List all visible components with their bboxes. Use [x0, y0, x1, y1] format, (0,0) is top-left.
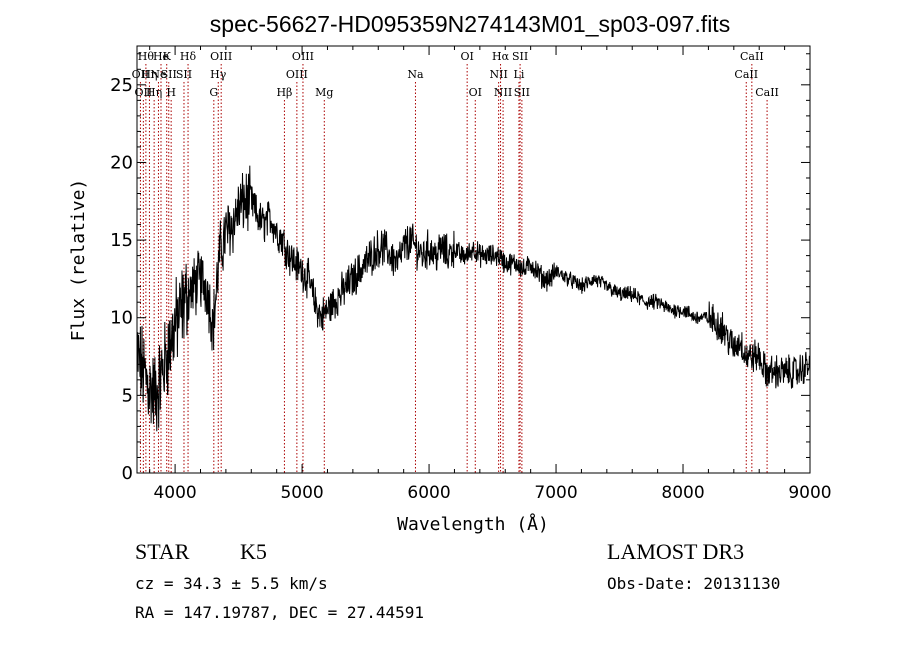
y-tick-label-3: 15 [110, 230, 133, 251]
x-tick-label-1: 5000 [280, 483, 323, 503]
x-axis-ticks: 4000 5000 6000 7000 8000 9000 [149, 46, 832, 503]
spectral-line-label-21: OI [469, 86, 482, 99]
spectral-line-labels: OIIOIIHθHηHηNeHeKSIIHSIIHδGHγOIIIHβOIIIO… [132, 50, 779, 99]
x-tick-label-0: 4000 [153, 483, 196, 503]
spectral-line-label-27: SII [514, 86, 530, 99]
chart-title: spec-56627-HD095359N274143M01_sp03-097.f… [210, 11, 730, 37]
x-axis-label: Wavelength (Å) [397, 513, 549, 535]
spectral-line-label-2: Hθ [138, 50, 155, 63]
spectral-line-label-29: CaII [740, 50, 764, 63]
spectral-line-label-28: CaII [734, 68, 758, 81]
spectral-line-label-10: SII [176, 68, 192, 81]
spectral-line-label-20: OI [460, 50, 473, 63]
object-type: STAR [135, 539, 190, 564]
y-tick-label-5: 25 [110, 75, 133, 96]
spectral-subclass: K5 [240, 539, 267, 564]
plot-frame [136, 45, 811, 474]
y-tick-label-0: 0 [122, 463, 133, 484]
spectral-line-label-12: G [209, 86, 218, 99]
spectral-line-label-30: CaII [755, 86, 779, 99]
spectral-line-label-13: Hγ [210, 68, 227, 81]
y-axis-ticks: 0 5 10 15 20 25 [110, 53, 810, 484]
survey-name: LAMOST DR3 [607, 539, 745, 564]
redshift-velocity: cz = 34.3 ± 5.5 km/s [135, 574, 328, 593]
spectrum-line [136, 165, 811, 432]
spectral-line-label-4: Hη [146, 86, 162, 99]
spectral-line-label-18: Mg [315, 86, 333, 99]
spectral-line-label-22: NII [489, 68, 507, 81]
spectral-line-label-19: Na [407, 68, 424, 81]
spectral-line-label-7: K [163, 50, 172, 63]
spectral-line-label-14: OIII [210, 50, 232, 63]
spectral-line-label-26: SII [512, 50, 528, 63]
spectral-line-label-15: Hβ [276, 86, 292, 99]
spectral-line-label-11: Hδ [180, 50, 197, 63]
x-tick-label-4: 8000 [661, 483, 704, 503]
spectral-line-label-6: He [153, 50, 169, 63]
spectral-line-label-17: OIII [292, 50, 314, 63]
spectral-line-label-25: Li [514, 68, 525, 81]
spectral-line-label-8: SII [161, 68, 177, 81]
spectral-line-label-23: Hα [492, 50, 510, 63]
y-tick-label-4: 20 [110, 152, 133, 173]
spectral-line-label-5: Ne [150, 68, 166, 81]
y-tick-label-1: 5 [122, 385, 133, 406]
spectral-line-label-0: OII [132, 68, 150, 81]
ra-dec-coordinates: RA = 147.19787, DEC = 27.44591 [135, 603, 424, 622]
x-tick-label-2: 6000 [407, 483, 450, 503]
spectral-line-label-3: Hη [141, 68, 157, 81]
observation-date: Obs-Date: 20131130 [607, 574, 781, 593]
y-axis-label: Flux (relative) [68, 179, 89, 342]
y-tick-label-2: 10 [110, 308, 133, 329]
x-tick-label-3: 7000 [534, 483, 577, 503]
x-tick-label-5: 9000 [788, 483, 831, 503]
spectral-line-label-16: OIII [286, 68, 308, 81]
spectral-line-label-1: OII [134, 86, 152, 99]
spectral-line-label-24: NII [494, 86, 512, 99]
spectral-line-label-9: H [166, 86, 176, 99]
spectral-line-markers [139, 64, 768, 473]
